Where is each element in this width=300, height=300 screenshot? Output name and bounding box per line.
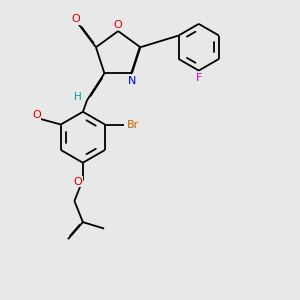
Text: N: N: [128, 76, 136, 86]
Text: O: O: [32, 110, 41, 120]
Text: O: O: [73, 177, 82, 187]
Text: H: H: [74, 92, 81, 102]
Text: Br: Br: [126, 119, 139, 130]
Text: F: F: [196, 73, 202, 83]
Text: O: O: [114, 20, 122, 30]
Text: O: O: [72, 14, 80, 24]
